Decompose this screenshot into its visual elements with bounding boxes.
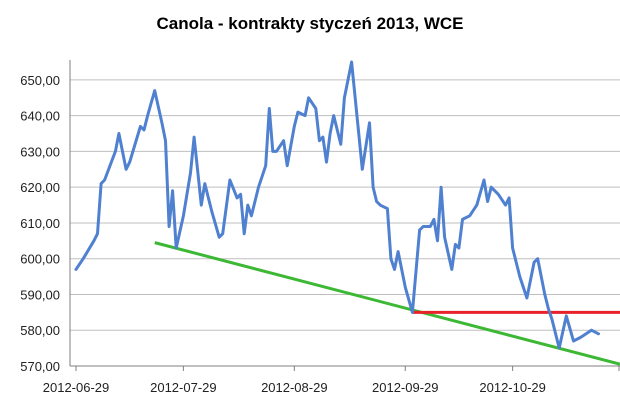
annotations (154, 241, 620, 366)
x-tick-label: 2012-09-29 (372, 380, 439, 395)
x-tick-label: 2012-07-29 (150, 380, 217, 395)
y-tick-label: 600,00 (20, 252, 60, 267)
y-tick-label: 640,00 (20, 109, 60, 124)
y-tick-label: 620,00 (20, 180, 60, 195)
y-tick-label: 610,00 (20, 216, 60, 231)
series (74, 60, 600, 350)
y-tick-label: 630,00 (20, 144, 60, 159)
y-tick-label: 590,00 (20, 287, 60, 302)
chart-title: Canola - kontrakty styczeń 2013, WCE (156, 14, 464, 33)
y-axis-labels: 570,00 580,00 590,00 600,00 610,00 620,00 630,… (20, 73, 60, 374)
x-axis-labels: 2012-06-29 2012-07-29 2012-08-29 2012-09-29… (43, 380, 546, 395)
x-tick-label: 2012-06-29 (43, 380, 110, 395)
x-tick-label: 2012-08-29 (261, 380, 328, 395)
trendline-green (154, 241, 620, 366)
axes (69, 60, 620, 371)
y-tick-label: 570,00 (20, 359, 60, 374)
series-line-0 (74, 60, 600, 350)
y-tick-label: 650,00 (20, 73, 60, 88)
y-tick-label: 580,00 (20, 323, 60, 338)
x-tick-label: 2012-10-29 (479, 380, 546, 395)
gridlines (70, 79, 620, 367)
